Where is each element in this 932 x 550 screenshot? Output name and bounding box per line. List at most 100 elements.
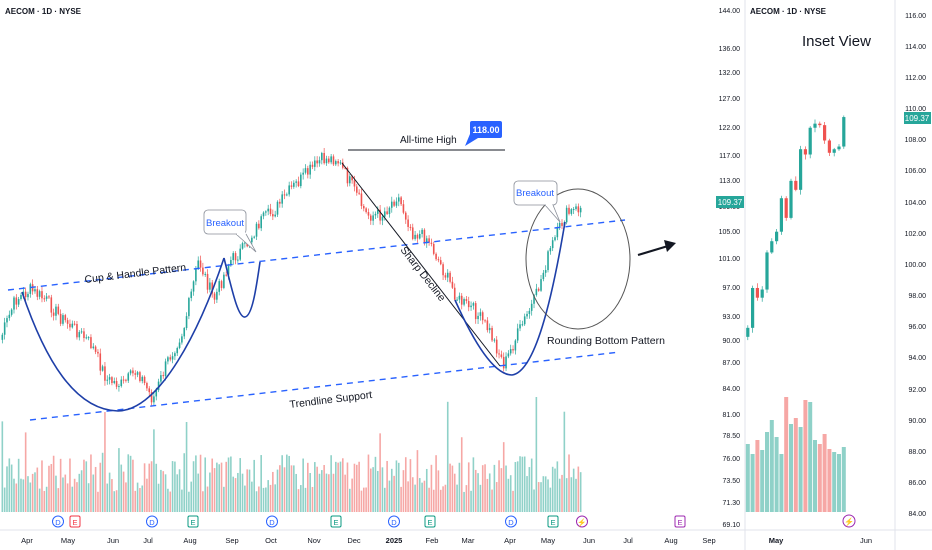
volume-bar <box>248 469 251 512</box>
main-time-axis[interactable]: Apr May Jun Jul Aug Sep Oct Nov Dec 2025 Feb Mar Apr… <box>21 536 716 545</box>
candle-body <box>444 275 447 278</box>
event-marker-glyph: D <box>269 518 275 527</box>
inset-price-tick: 86.00 <box>908 480 926 487</box>
candle-body <box>383 211 386 217</box>
rounding-bottom-label: Rounding Bottom Pattern <box>547 335 665 347</box>
volume-bar <box>71 486 74 512</box>
volume-bar <box>369 468 372 512</box>
main-candles <box>1 148 582 407</box>
inset-candles <box>746 115 846 341</box>
candle-body <box>90 337 92 349</box>
ath-badge-value: 118.00 <box>472 125 499 135</box>
volume-bar <box>467 462 470 512</box>
candle-body <box>460 295 463 305</box>
candle-body <box>62 315 64 324</box>
event-marker[interactable]: E <box>674 515 686 528</box>
main-time-label: Aug <box>664 536 677 545</box>
candle-body <box>386 211 388 215</box>
candle-body <box>561 222 563 226</box>
inset-event-marker[interactable]: ⚡ <box>842 514 856 528</box>
volume-bar <box>293 465 295 512</box>
all-time-high-label: All-time High <box>400 135 457 146</box>
candle-body <box>195 268 197 282</box>
volume-bar <box>73 478 76 512</box>
volume-bar <box>146 478 148 512</box>
candle-body <box>176 348 179 354</box>
candle-body <box>211 282 214 294</box>
candle-body <box>69 323 71 328</box>
volume-bar <box>220 462 223 512</box>
volume-bar <box>178 469 181 512</box>
volume-bar <box>29 482 32 512</box>
candle-body <box>547 251 549 271</box>
candle-body <box>323 152 325 164</box>
candle-body <box>353 180 356 187</box>
volume-bar <box>64 474 67 512</box>
breakout-callout-right[interactable]: Breakout <box>513 180 561 223</box>
event-marker[interactable]: E <box>547 515 559 528</box>
volume-bar <box>69 458 71 512</box>
volume-bar <box>523 456 526 512</box>
candle-body <box>43 298 46 300</box>
event-marker-glyph: E <box>677 518 682 527</box>
candle-body <box>430 242 433 244</box>
candle-body <box>467 301 470 308</box>
candle-body <box>134 373 137 375</box>
candle-body <box>351 176 353 181</box>
volume-bar <box>432 489 435 512</box>
main-time-label: Jun <box>107 536 119 545</box>
event-marker[interactable]: D <box>388 515 400 528</box>
volume-bar <box>402 470 405 512</box>
cup-curve[interactable] <box>21 257 225 412</box>
inset-price-axis[interactable]: 116.00 114.00 112.00 110.00 108.00 106.00 104.… <box>905 13 927 518</box>
volume-bar <box>36 467 39 512</box>
candle-body <box>558 222 561 227</box>
sharp-decline-line[interactable] <box>341 162 501 367</box>
event-markers[interactable]: D E D E D E D E D E ⚡ E <box>52 515 686 528</box>
candle-body <box>439 260 442 265</box>
volume-bar <box>789 424 793 512</box>
volume-bar <box>339 461 342 512</box>
candle-body <box>775 231 779 242</box>
candle-body <box>302 172 304 175</box>
handle-curve[interactable] <box>223 257 261 318</box>
volume-bar <box>192 461 195 512</box>
volume-bar <box>188 491 190 512</box>
event-marker[interactable]: D <box>266 515 278 528</box>
main-chart-panel[interactable] <box>0 0 688 530</box>
event-marker[interactable]: E <box>424 515 436 528</box>
event-marker[interactable]: D <box>146 515 158 528</box>
breakout-circle[interactable] <box>525 188 631 330</box>
event-marker[interactable]: ⚡ <box>576 515 588 528</box>
main-time-label: Aug <box>183 536 196 545</box>
rounding-bottom-curve[interactable] <box>454 221 566 376</box>
candle-body <box>241 243 244 249</box>
main-price-axis[interactable]: 144.00 136.00 132.00 127.00 122.00 117.00 113.… <box>719 8 741 529</box>
main-price-tick: 69.10 <box>722 522 740 529</box>
inset-time-axis[interactable]: May Jun <box>769 536 872 545</box>
volume-bar <box>171 461 174 512</box>
event-marker[interactable]: E <box>187 515 199 528</box>
volume-bar <box>234 478 237 512</box>
event-marker-glyph: ⚡ <box>577 518 586 527</box>
event-marker[interactable]: D <box>52 515 64 528</box>
candle-body <box>17 299 20 305</box>
event-marker[interactable]: E <box>330 515 342 528</box>
volume-bar <box>344 474 346 512</box>
main-time-label: Sep <box>702 536 715 545</box>
volume-bar <box>22 479 25 512</box>
breakout-right-label: Breakout <box>516 188 554 199</box>
event-marker[interactable]: E <box>69 515 81 528</box>
candle-body <box>197 260 200 269</box>
candle-body <box>477 315 479 320</box>
cup-handle-resistance-line[interactable] <box>7 219 626 291</box>
volume-bar <box>409 459 412 512</box>
volume-bar <box>798 427 803 512</box>
breakout-callout-left[interactable]: Breakout <box>203 209 257 253</box>
candle-body <box>316 160 318 164</box>
volume-bar <box>423 480 426 512</box>
event-marker[interactable]: D <box>505 515 517 528</box>
volume-bar <box>470 490 472 512</box>
main-time-label: Oct <box>265 536 278 545</box>
